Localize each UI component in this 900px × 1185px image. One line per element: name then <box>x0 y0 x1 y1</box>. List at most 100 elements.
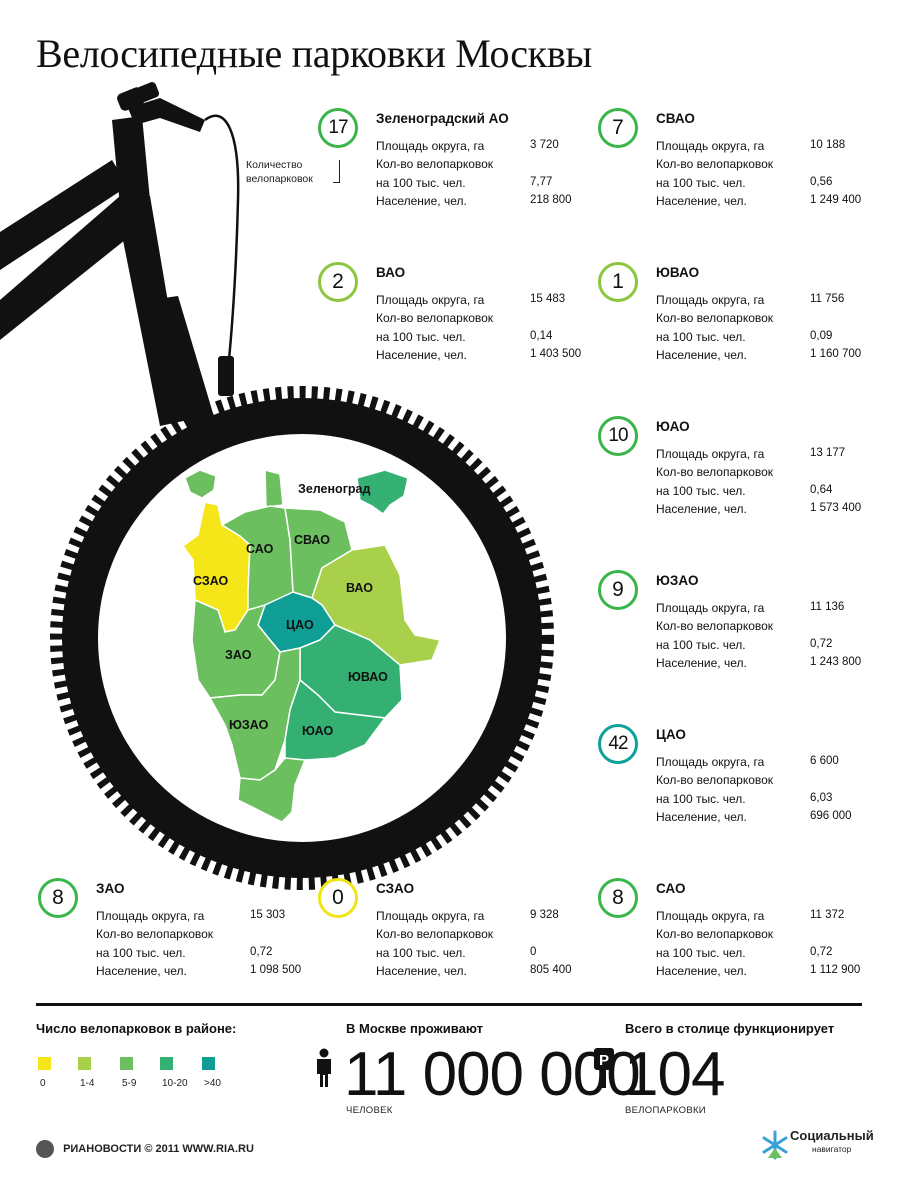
population-label: Население, чел. <box>656 810 747 824</box>
legend-label: 0 <box>40 1078 46 1089</box>
population-value: 1 573 400 <box>810 502 862 514</box>
count-label-line2: на 100 тыс. чел. <box>656 638 746 652</box>
district-card: 17 Зеленоградский АО Площадь округа, га 3 7… <box>318 108 588 238</box>
district-name: Зеленоградский АО <box>376 111 509 126</box>
parking-count-badge: 2 <box>318 262 358 302</box>
bicycle-frame <box>0 82 234 428</box>
area-value: 11 372 <box>810 909 845 921</box>
count-label-line2: на 100 тыс. чел. <box>656 792 746 806</box>
parking-title: Всего в столице функционирует <box>625 1021 835 1036</box>
count-label-line1: Кол-во велопарковок <box>656 311 774 325</box>
district-name: ЮАО <box>656 419 690 434</box>
population-label: Население, чел. <box>656 348 747 362</box>
count-label-line2: на 100 тыс. чел. <box>376 946 466 960</box>
page-title: Велосипедные парковки Москвы <box>36 31 592 76</box>
brake-cable <box>204 114 240 371</box>
population-label: Население, чел. <box>376 194 467 208</box>
map-label-sao: САО <box>246 542 274 556</box>
district-name: ВАО <box>376 265 406 280</box>
count-label-line2: на 100 тыс. чел. <box>656 484 746 498</box>
count-label-line2: на 100 тыс. чел. <box>376 176 466 190</box>
brand-line1: Социальный <box>790 1128 874 1143</box>
map-label-szao: СЗАО <box>193 574 229 588</box>
map-label-yuao: ЮАО <box>302 724 333 738</box>
per100k-value: 6,03 <box>810 792 833 804</box>
district-name: СЗАО <box>376 881 415 896</box>
map-label-vao: ВАО <box>346 581 373 595</box>
area-label: Площадь округа, га <box>656 293 765 307</box>
area-value: 13 177 <box>810 447 846 459</box>
population-value: 1 160 700 <box>810 348 862 360</box>
legend-swatch <box>202 1057 215 1070</box>
count-label-line1: Кол-во велопарковок <box>656 773 774 787</box>
area-value: 15 303 <box>250 909 286 921</box>
population-label: Население, чел. <box>656 964 747 978</box>
area-value: 15 483 <box>530 293 566 305</box>
population-label: Население, чел. <box>656 194 747 208</box>
svg-text:P: P <box>599 1052 609 1069</box>
per100k-value: 0,56 <box>810 176 833 188</box>
snowflake-icon <box>762 1130 788 1160</box>
population-value: 218 800 <box>530 194 572 206</box>
count-label-line1: Кол-во велопарковок <box>96 927 214 941</box>
map-north-exclave <box>264 469 284 508</box>
population-value: 1 243 800 <box>810 656 862 668</box>
area-label: Площадь округа, га <box>656 909 765 923</box>
parking-count-badge: 0 <box>318 878 358 918</box>
count-label-line1: Кол-во велопарковок <box>656 157 774 171</box>
parking-count-badge: 8 <box>598 878 638 918</box>
count-label-line2: на 100 тыс. чел. <box>656 176 746 190</box>
badge-callout: Количество велопарковок <box>246 158 313 186</box>
per100k-value: 0,14 <box>530 330 553 342</box>
parking-sign-icon: P <box>594 1048 614 1088</box>
area-value: 10 188 <box>810 139 846 151</box>
per100k-value: 7,77 <box>530 176 553 188</box>
district-card: 9 ЮЗАО Площадь округа, га 11 136 Кол-во вело… <box>598 570 868 700</box>
map-zelenograd <box>356 469 409 516</box>
population-value: 1 112 900 <box>810 964 861 976</box>
area-label: Площадь округа, га <box>376 293 485 307</box>
population-label: Население, чел. <box>656 502 747 516</box>
footer-copyright: РИАНОВОСТИ © 2011 WWW.RIA.RU <box>36 1140 254 1158</box>
area-value: 3 720 <box>530 139 559 151</box>
map-nw-exclave <box>184 469 217 499</box>
population-value: 1 249 400 <box>810 194 862 206</box>
district-name: ЮЗАО <box>656 573 699 588</box>
per100k-value: 0,64 <box>810 484 833 496</box>
district-name: ЦАО <box>656 727 686 742</box>
count-label-line1: Кол-во велопарковок <box>376 157 494 171</box>
legend-label: 10-20 <box>162 1078 188 1089</box>
map-label-yuzao: ЮЗАО <box>229 718 269 732</box>
map-zao <box>191 598 281 699</box>
count-label-line2: на 100 тыс. чел. <box>656 946 746 960</box>
copyright-text: РИАНОВОСТИ © 2011 WWW.RIA.RU <box>63 1142 254 1155</box>
area-label: Площадь округа, га <box>656 139 765 153</box>
population-title: В Москве проживают <box>346 1021 483 1036</box>
parking-count-badge: 10 <box>598 416 638 456</box>
district-name: ЮВАО <box>656 265 700 280</box>
area-value: 11 136 <box>810 601 845 613</box>
map-label-cao: ЦАО <box>286 618 314 632</box>
bicycle-wheel <box>62 398 542 878</box>
map-south-tail <box>237 757 307 823</box>
count-label-line1: Кол-во велопарковок <box>656 619 774 633</box>
area-label: Площадь округа, га <box>96 909 205 923</box>
population-label: Население, чел. <box>96 964 187 978</box>
population-label: Население, чел. <box>656 656 747 670</box>
ria-logo-icon <box>36 1140 54 1158</box>
legend-swatch <box>120 1057 133 1070</box>
district-card: 0 СЗАО Площадь округа, га 9 328 Кол-во велоп… <box>318 878 588 1008</box>
legend-label: >40 <box>204 1078 221 1089</box>
area-label: Площадь округа, га <box>656 601 765 615</box>
population-unit: ЧЕЛОВЕК <box>346 1105 393 1116</box>
area-label: Площадь округа, га <box>376 139 485 153</box>
legend-label: 1-4 <box>80 1078 95 1089</box>
divider <box>36 1003 862 1006</box>
map-yuao <box>284 678 387 761</box>
parking-count-badge: 8 <box>38 878 78 918</box>
count-label-line1: Кол-во велопарковок <box>376 311 494 325</box>
callout-line2: велопарковок <box>246 173 313 185</box>
tire-tread <box>50 386 554 890</box>
population-value: 1 403 500 <box>530 348 582 360</box>
